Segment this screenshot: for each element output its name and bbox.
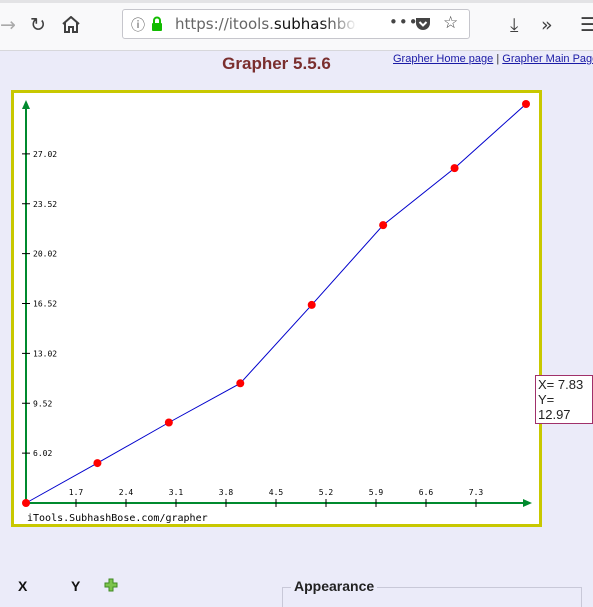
reload-icon[interactable]: ↻ — [30, 14, 46, 36]
column-header-y: Y — [71, 578, 81, 594]
data-point — [93, 459, 102, 468]
x-tick-label: 5.9 — [369, 488, 384, 497]
y-tick-label: 13.02 — [33, 349, 57, 358]
x-tick-label: 1.7 — [69, 488, 84, 497]
y-axis-arrow — [22, 100, 30, 109]
link-separator: | — [496, 53, 500, 65]
info-icon[interactable]: ⓘ — [131, 18, 145, 34]
y-tick-label: 16.52 — [33, 300, 57, 309]
x-tick-label: 2.4 — [119, 488, 134, 497]
appearance-legend: Appearance — [291, 578, 378, 594]
appearance-panel: Appearance — [282, 578, 582, 607]
data-point — [22, 499, 30, 507]
add-row-icon[interactable] — [104, 578, 118, 592]
x-axis-arrow — [523, 499, 532, 507]
graph-frame[interactable]: 1.7 2.4 3.1 3.8 4.5 5.2 5.9 6.6 7.3 6.02 9.52 13.02… — [11, 90, 542, 527]
url-text[interactable]: https://itools.subhashbos — [175, 15, 357, 33]
y-tick-label: 6.02 — [33, 449, 52, 458]
home-icon[interactable] — [62, 15, 80, 39]
overflow-chevron-icon[interactable]: » — [541, 14, 553, 36]
data-point — [307, 300, 316, 309]
data-point — [236, 379, 245, 388]
x-tick-label: 6.6 — [419, 488, 434, 497]
page-actions-icon[interactable]: ••• — [389, 13, 419, 31]
home-page-link[interactable]: Grapher Home page — [393, 53, 494, 65]
main-page-link[interactable]: Grapher Main Page — [502, 53, 593, 65]
readout-x: X= 7.83 — [538, 377, 584, 392]
x-tick-label: 5.2 — [319, 488, 334, 497]
page-title: Grapher 5.5.6 — [222, 54, 331, 73]
url-bar[interactable]: ⓘ https://itools.subhashbos ••• ☆ — [122, 9, 470, 39]
data-point — [522, 100, 530, 108]
data-point — [164, 418, 173, 427]
column-header-x: X — [18, 578, 28, 594]
data-point — [450, 164, 459, 173]
download-icon[interactable]: ⤓ — [510, 14, 519, 36]
cursor-readout: X= 7.83 Y= 12.97 — [535, 375, 593, 424]
watermark-text: iTools.SubhashBose.com/grapher — [27, 513, 208, 524]
header-links: Grapher Home page | Grapher Main Page — [393, 53, 593, 65]
y-tick-label: 27.02 — [33, 150, 57, 159]
x-tick-label: 3.8 — [219, 488, 234, 497]
readout-y: Y= 12.97 — [538, 392, 571, 422]
y-tick-label: 20.02 — [33, 250, 57, 259]
y-tick-label: 9.52 — [33, 399, 52, 408]
pocket-icon[interactable] — [415, 16, 431, 32]
lock-icon — [152, 16, 162, 31]
browser-toolbar: → ↻ ⓘ https://itools.subhashbos ••• ☆ ⤓ … — [0, 0, 593, 51]
x-tick-label: 4.5 — [269, 488, 284, 497]
x-tick-label: 3.1 — [169, 488, 184, 497]
tab-strip — [0, 0, 593, 3]
graph-canvas[interactable]: 1.7 2.4 3.1 3.8 4.5 5.2 5.9 6.6 7.3 6.02 9.52 13.02… — [14, 93, 539, 524]
x-tick-label: 7.3 — [469, 488, 484, 497]
forward-icon[interactable]: → — [0, 14, 16, 36]
y-tick-label: 23.52 — [33, 200, 57, 209]
data-point — [379, 221, 388, 230]
series-line — [25, 103, 527, 504]
bookmark-star-icon[interactable]: ☆ — [443, 13, 459, 33]
menu-icon[interactable]: ☰ — [580, 14, 593, 36]
